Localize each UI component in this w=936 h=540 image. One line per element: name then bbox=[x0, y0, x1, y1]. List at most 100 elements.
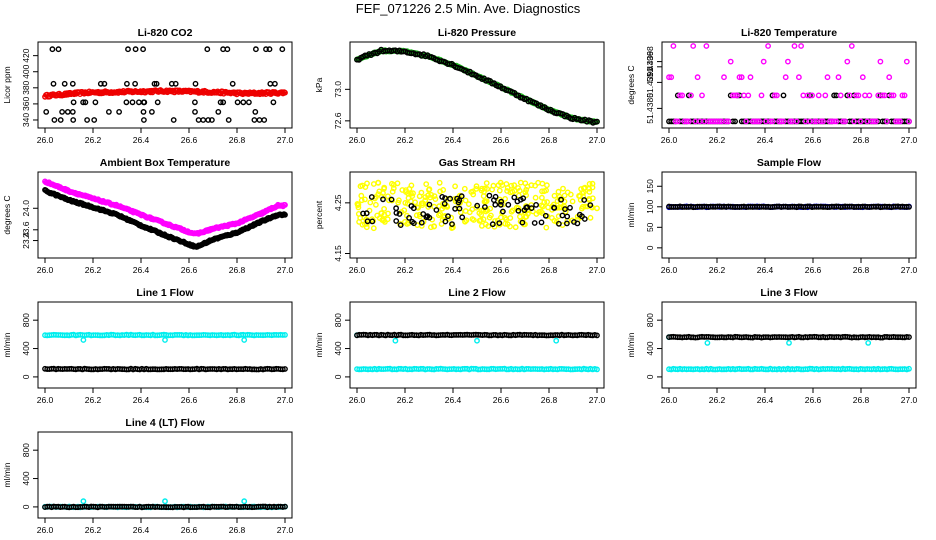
x-tick-label: 26.8 bbox=[541, 265, 558, 275]
data-point bbox=[888, 92, 895, 99]
plot-frame bbox=[661, 301, 917, 389]
x-tick-label: 26.2 bbox=[397, 395, 414, 405]
data-point bbox=[848, 43, 855, 49]
x-tick-label: 26.8 bbox=[229, 525, 246, 535]
data-point bbox=[515, 207, 522, 214]
data-point bbox=[462, 208, 469, 214]
chart-title: Gas Stream RH bbox=[439, 157, 515, 169]
data-point bbox=[361, 196, 368, 203]
data-point bbox=[725, 118, 732, 125]
data-point bbox=[418, 219, 425, 226]
data-point bbox=[734, 92, 741, 99]
plot-frame bbox=[37, 41, 293, 129]
series-black bbox=[43, 46, 286, 123]
data-point bbox=[282, 331, 288, 338]
data-point bbox=[569, 198, 576, 205]
data-point bbox=[492, 201, 499, 208]
x-tick-label: 26.8 bbox=[541, 135, 558, 145]
x-tick-label: 26.2 bbox=[85, 395, 102, 405]
data-point bbox=[522, 189, 529, 196]
x-tick-label: 27.0 bbox=[589, 395, 606, 405]
chart-panel: Line 4 (LT) Flow ml/min 26.0 26.2 26.4 26.6 26… bbox=[2, 417, 294, 535]
chart-title: Sample Flow bbox=[757, 157, 822, 169]
chart-title: Line 2 Flow bbox=[448, 287, 506, 299]
data-point bbox=[490, 182, 497, 189]
data-point bbox=[358, 192, 365, 199]
data-point bbox=[473, 185, 480, 192]
data-point bbox=[374, 212, 381, 219]
y-tick-label: 4.15 bbox=[333, 245, 343, 262]
data-point bbox=[690, 43, 697, 49]
data-point bbox=[502, 220, 509, 227]
data-point bbox=[699, 92, 705, 99]
chart-panel: Gas Stream RH percent 26.0 26.2 26.4 26.6 26.8… bbox=[314, 157, 606, 275]
data-point bbox=[436, 179, 443, 186]
data-point bbox=[482, 221, 489, 228]
data-point bbox=[677, 92, 683, 99]
data-point bbox=[462, 197, 469, 204]
data-point bbox=[685, 92, 692, 99]
y-tick-label: 73.0 bbox=[333, 81, 343, 98]
data-point bbox=[390, 181, 397, 188]
data-point bbox=[851, 118, 857, 125]
data-point bbox=[204, 46, 211, 53]
data-point bbox=[811, 118, 818, 125]
chart-panel: Line 2 Flow ml/min 26.0 26.2 26.4 26.6 26.8 27.… bbox=[314, 287, 606, 405]
data-point bbox=[132, 46, 139, 53]
x-tick-label: 27.0 bbox=[277, 525, 294, 535]
data-point bbox=[442, 195, 448, 202]
data-point bbox=[50, 80, 57, 87]
chart-panel: Li-820 CO2 Licor ppm 26.0 26.2 26.4 26.6 26.8 2… bbox=[2, 27, 294, 145]
data-point bbox=[151, 80, 158, 87]
data-point bbox=[674, 118, 681, 125]
data-point bbox=[571, 219, 577, 225]
data-point bbox=[80, 498, 87, 505]
x-tick-label: 26.6 bbox=[493, 135, 510, 145]
data-point bbox=[282, 201, 288, 208]
data-point bbox=[49, 46, 56, 53]
data-point bbox=[388, 196, 395, 203]
data-point bbox=[57, 117, 64, 123]
data-point bbox=[528, 205, 535, 212]
data-point bbox=[241, 337, 248, 343]
plot-frame bbox=[349, 171, 605, 259]
data-point bbox=[760, 58, 767, 65]
x-tick-label: 26.2 bbox=[709, 135, 726, 145]
y-axis-label: Licor ppm bbox=[2, 66, 12, 103]
data-point bbox=[581, 197, 588, 203]
x-tick-label: 26.6 bbox=[805, 395, 822, 405]
data-point bbox=[423, 214, 430, 221]
y-axis-label: degrees C bbox=[626, 65, 636, 104]
data-point bbox=[594, 118, 600, 125]
data-point bbox=[454, 195, 460, 202]
data-point bbox=[192, 80, 199, 87]
data-point bbox=[589, 180, 596, 187]
data-point bbox=[486, 214, 493, 221]
data-point bbox=[890, 92, 897, 99]
data-point bbox=[694, 74, 701, 81]
data-point bbox=[497, 179, 504, 186]
data-point bbox=[447, 195, 453, 202]
x-tick-label: 26.8 bbox=[853, 265, 870, 275]
data-point bbox=[796, 74, 802, 81]
data-point bbox=[355, 201, 362, 208]
data-point bbox=[499, 208, 506, 215]
data-point bbox=[859, 74, 866, 81]
plot-frame bbox=[661, 171, 917, 259]
data-point bbox=[474, 337, 480, 344]
y-tick-label: 400 bbox=[645, 341, 655, 355]
data-point bbox=[844, 92, 851, 99]
data-point bbox=[217, 99, 224, 106]
data-point bbox=[903, 58, 910, 65]
data-point bbox=[594, 332, 600, 339]
data-point bbox=[551, 204, 557, 211]
data-point bbox=[473, 183, 480, 190]
data-point bbox=[245, 99, 252, 106]
data-point bbox=[279, 46, 286, 53]
data-point bbox=[439, 205, 445, 212]
data-point bbox=[369, 216, 375, 223]
data-point bbox=[51, 117, 58, 123]
data-point bbox=[481, 204, 488, 210]
data-point bbox=[376, 188, 383, 195]
